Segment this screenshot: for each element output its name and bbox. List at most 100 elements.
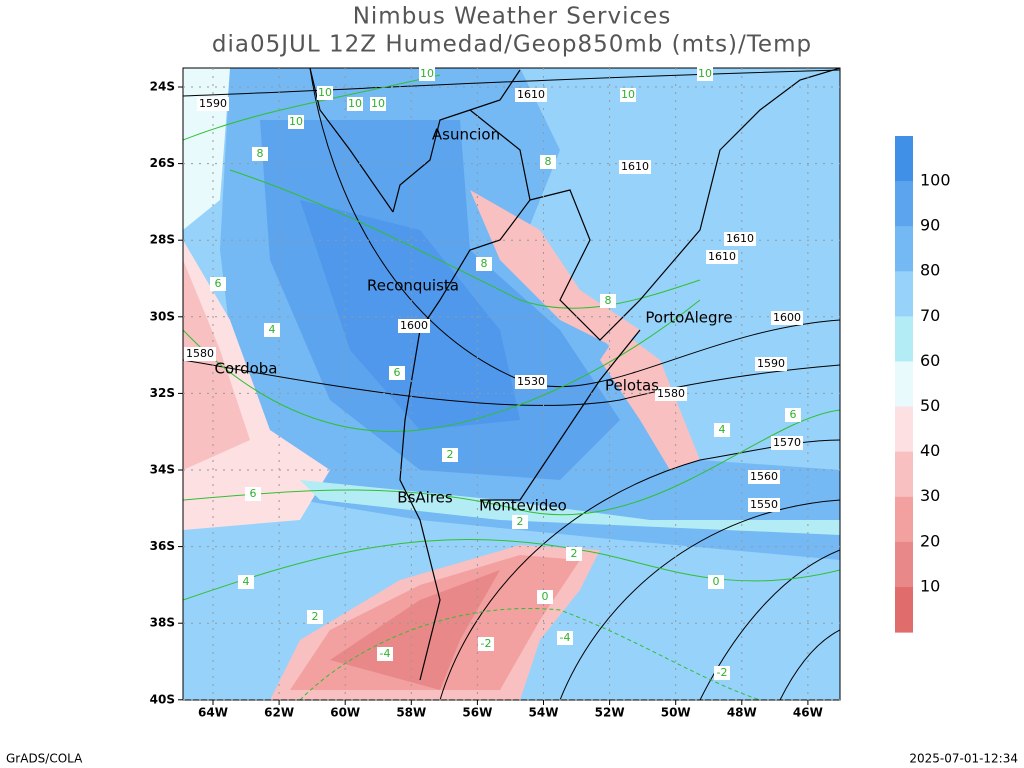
label-bg	[697, 67, 713, 81]
temp-label: 6	[215, 277, 222, 290]
lat-label: 36S	[150, 539, 175, 553]
lat-label: 30S	[150, 309, 175, 323]
label-bg	[238, 575, 254, 589]
label-bg	[370, 97, 386, 111]
temp-label: 2	[571, 547, 578, 560]
city-label: BsAires	[397, 489, 453, 507]
isobar-label: 1610	[726, 232, 754, 245]
footer-left: GrADS/COLA	[6, 752, 83, 766]
label-bg	[288, 115, 304, 129]
lon-label: 56W	[462, 706, 492, 720]
temp-label: 8	[545, 155, 552, 168]
title: Nimbus Weather Services	[353, 4, 672, 30]
label-bg	[600, 294, 616, 308]
lat-label: 28S	[150, 233, 175, 247]
label-bg	[398, 319, 430, 333]
label-bg	[515, 375, 547, 389]
colorbar-label: 90	[920, 216, 940, 235]
temp-label: -4	[380, 647, 391, 660]
label-bg	[748, 470, 780, 484]
label-bg	[264, 323, 280, 337]
lat-label: 40S	[150, 692, 175, 706]
lon-label: 64W	[198, 706, 228, 720]
colorbar-band	[895, 587, 913, 633]
map-field	[183, 68, 840, 700]
label-bg	[708, 575, 724, 589]
label-bg	[540, 155, 556, 169]
temp-label: 0	[542, 590, 549, 603]
lon-label: 54W	[529, 706, 559, 720]
isobar-label: 1590	[199, 97, 227, 110]
city-label: Asuncion	[432, 126, 500, 144]
lon-label: 48W	[727, 706, 757, 720]
lon-label: 50W	[661, 706, 691, 720]
label-bg	[566, 547, 582, 561]
label-bg	[619, 160, 651, 174]
label-bg	[210, 277, 226, 291]
temp-label: 4	[269, 323, 276, 336]
lon-label: 46W	[793, 706, 823, 720]
temp-label: 8	[481, 257, 488, 270]
colorbar-label: 40	[920, 441, 940, 460]
label-bg	[714, 666, 730, 680]
temp-label: 6	[250, 487, 257, 500]
label-bg	[724, 232, 756, 246]
label-bg	[655, 387, 687, 401]
subtitle: dia05JUL 12Z Humedad/Geop850mb (mts)/Tem…	[212, 32, 812, 58]
lat-label: 24S	[150, 80, 175, 94]
temp-label: -2	[481, 637, 492, 650]
lon-label: 60W	[330, 706, 360, 720]
colorbar-label: 30	[920, 486, 940, 505]
colorbar-label: 100	[920, 171, 951, 190]
label-bg	[771, 311, 803, 325]
temp-label: 6	[790, 408, 797, 421]
label-bg	[515, 88, 547, 102]
label-bg	[748, 498, 780, 512]
label-bg	[512, 515, 528, 529]
label-bg	[419, 67, 435, 81]
lat-label: 38S	[150, 616, 175, 630]
isobar-label: 1570	[773, 436, 801, 449]
lon-label: 62W	[264, 706, 294, 720]
colorbar-band	[895, 541, 913, 588]
colorbar-band	[895, 181, 913, 227]
isobar-label: 1590	[757, 357, 785, 370]
label-bg	[442, 448, 458, 462]
temp-label: 10	[420, 67, 434, 80]
colorbar-label: 70	[920, 306, 940, 325]
label-bg	[245, 487, 261, 501]
colorbar-band	[895, 361, 913, 408]
temp-label: 10	[318, 86, 332, 99]
lon-label: 52W	[595, 706, 625, 720]
colorbar-band	[895, 316, 913, 362]
colorbar-label: 60	[920, 351, 940, 370]
label-bg	[476, 257, 492, 271]
colorbar-label: 20	[920, 531, 940, 550]
label-bg	[389, 366, 405, 380]
lat-label: 32S	[150, 386, 175, 400]
temp-label: 10	[371, 97, 385, 110]
temp-label: 8	[257, 147, 264, 160]
city-label: Pelotas	[605, 377, 659, 395]
isobar-label: 1610	[621, 160, 649, 173]
colorbar-band	[895, 496, 913, 543]
temp-label: 2	[447, 448, 454, 461]
colorbar-label: 50	[920, 396, 940, 415]
label-bg	[785, 408, 801, 422]
isobar-label: 1600	[773, 311, 801, 324]
temp-label: -2	[717, 666, 728, 679]
lat-label: 26S	[150, 156, 175, 170]
label-bg	[317, 86, 333, 100]
isobar-label: 1580	[657, 387, 685, 400]
colorbar-label: 10	[920, 576, 940, 595]
lon-label: 58W	[396, 706, 426, 720]
temp-label: 6	[394, 366, 401, 379]
label-bg	[197, 97, 229, 111]
temp-label: 4	[243, 575, 250, 588]
isobar-label: 1560	[750, 470, 778, 483]
label-bg	[755, 357, 787, 371]
temp-label: 2	[517, 515, 524, 528]
temp-label: 10	[698, 67, 712, 80]
label-bg	[377, 647, 393, 661]
